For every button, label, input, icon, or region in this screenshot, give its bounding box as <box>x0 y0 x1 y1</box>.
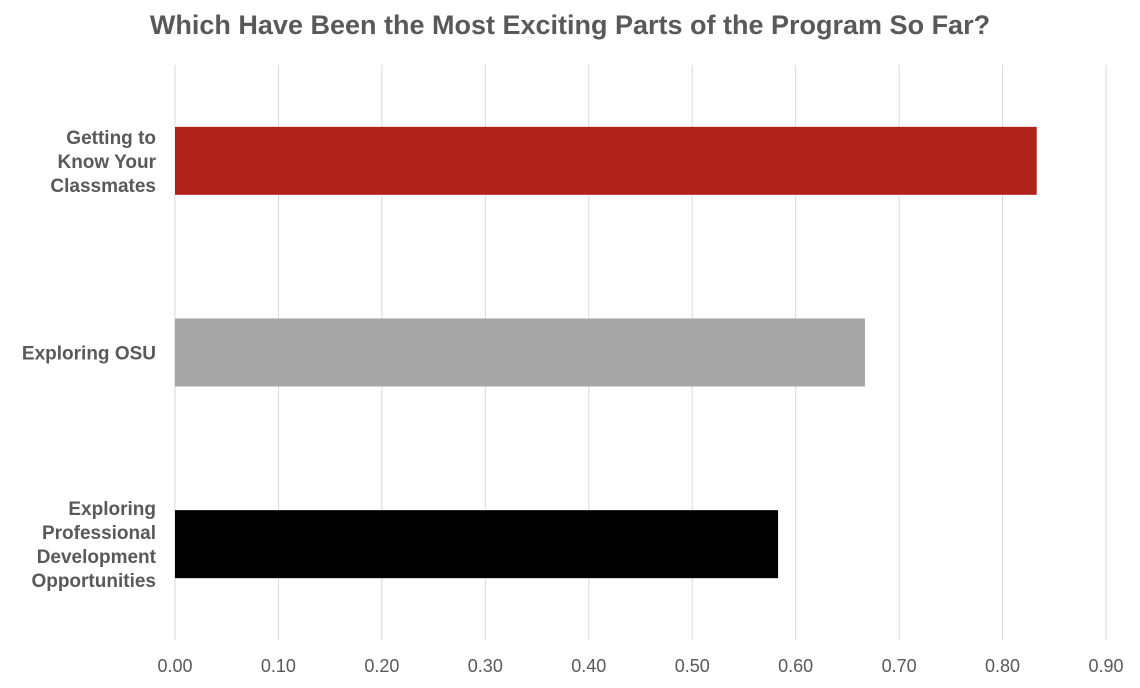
bar <box>175 510 779 579</box>
bar <box>175 126 1037 195</box>
x-tick-label: 0.00 <box>157 656 192 676</box>
category-label: Exploring Professional Development Opportun… <box>31 499 156 592</box>
x-tick-label: 0.60 <box>778 656 813 676</box>
bar <box>175 318 865 387</box>
x-tick-label: 0.40 <box>571 656 606 676</box>
category-label: Getting to Know Your Classmates <box>50 128 156 197</box>
chart-title: Which Have Been the Most Exciting Parts … <box>149 10 991 40</box>
x-tick-label: 0.50 <box>675 656 710 676</box>
x-tick-label: 0.80 <box>985 656 1020 676</box>
x-tick-label: 0.10 <box>261 656 296 676</box>
category-label-line: Classmates <box>50 176 156 197</box>
x-tick-label: 0.20 <box>364 656 399 676</box>
x-tick-label: 0.90 <box>1088 656 1123 676</box>
category-label-line: Know Your <box>57 152 156 173</box>
category-label: Exploring OSU <box>22 344 156 365</box>
x-tick-label: 0.70 <box>882 656 917 676</box>
x-tick-label: 0.30 <box>468 656 503 676</box>
category-label-line: Exploring OSU <box>22 344 156 365</box>
category-label-line: Professional <box>42 523 156 544</box>
category-label-line: Opportunities <box>31 571 156 592</box>
category-label-line: Getting to <box>66 128 156 149</box>
category-label-line: Development <box>37 547 157 568</box>
category-label-line: Exploring <box>68 499 156 520</box>
